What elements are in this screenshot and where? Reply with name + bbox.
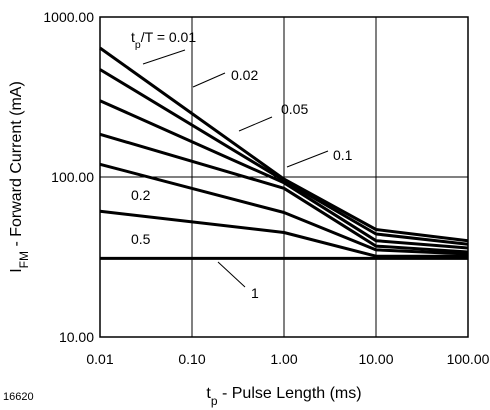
series-line (99, 46, 469, 243)
series-line (99, 162, 469, 256)
grid (100, 17, 468, 337)
series-line (99, 68, 469, 246)
series-line (99, 209, 468, 258)
series-label: 0.2 (131, 187, 151, 203)
series-label: tp/T = 0.01 (131, 29, 196, 51)
x-tick-label: 1.00 (270, 351, 297, 367)
x-tick-label: 0.01 (86, 351, 113, 367)
x-axis-title: tp - Pulse Length (ms) (206, 385, 361, 408)
y-axis-title: IFM - Forward Current (mA) (8, 81, 31, 273)
series-label: 0.5 (131, 231, 151, 247)
series-label: 0.05 (281, 101, 308, 117)
x-tick-label: 100.00 (447, 351, 490, 367)
series-labels: tp/T = 0.01 0.02 0.05 0.1 0.2 0.5 1 (131, 29, 353, 301)
tick-labels: 0.01 0.10 1.00 10.00 100.00 10.00 100.00 1000.0… (43, 9, 489, 367)
y-tick-label: 100.00 (51, 169, 94, 185)
series-lines (99, 46, 469, 260)
series-label: 1 (251, 285, 259, 301)
series-label: 0.1 (333, 147, 353, 163)
label-leader-line (142, 49, 186, 65)
series-line (99, 132, 469, 254)
label-leader-line (238, 116, 273, 132)
label-leader-line (286, 150, 329, 168)
label-leader-line (192, 72, 226, 88)
y-tick-label: 1000.00 (43, 9, 94, 25)
series-line (99, 99, 469, 250)
x-tick-label: 0.10 (178, 351, 205, 367)
label-leader-line (217, 261, 246, 288)
label-leaders (142, 49, 329, 288)
plot-frame (99, 16, 469, 338)
y-tick-label: 10.00 (59, 329, 94, 345)
x-tick-label: 10.00 (358, 351, 393, 367)
series-label: 0.02 (231, 67, 258, 83)
axis-titles: tp - Pulse Length (ms) IFM - Forward Curr… (8, 81, 362, 408)
figure-id: 16620 (3, 391, 34, 403)
